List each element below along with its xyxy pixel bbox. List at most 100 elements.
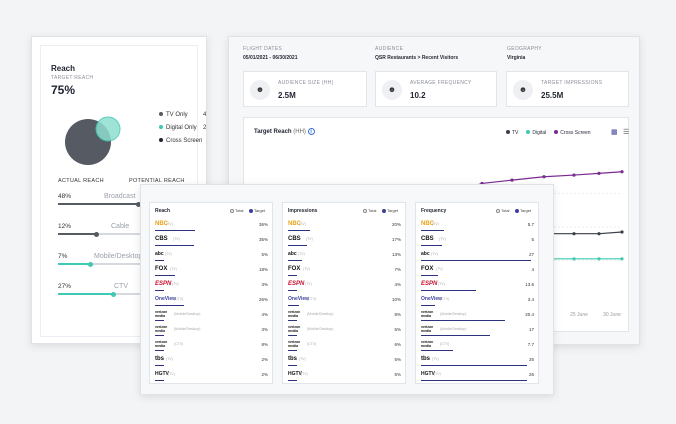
- chart-legend-item[interactable]: Cross Screen: [554, 130, 591, 136]
- table-row[interactable]: HGTV (TV) 2%: [150, 369, 274, 384]
- data-point[interactable]: [597, 171, 601, 175]
- table-row[interactable]: verizon media (Mobile/Desktop) 5%: [283, 324, 407, 339]
- bar-chart-icon[interactable]: ▦: [611, 129, 618, 136]
- table-row[interactable]: verizon media (CTV) 6%: [283, 339, 407, 354]
- table-row[interactable]: NBC (TV) 36%: [150, 219, 274, 234]
- data-point[interactable]: [620, 170, 624, 174]
- table-row[interactable]: verizon media (Mobile/Desktop) 4%: [150, 309, 274, 324]
- table-row[interactable]: CBS (TV) 35%: [150, 234, 274, 249]
- data-point[interactable]: [572, 257, 576, 261]
- table-row[interactable]: tbs (TV) 2%: [150, 354, 274, 369]
- table-row[interactable]: CBS (TV) 5: [416, 234, 540, 249]
- channel-reach-pct: 27%: [58, 283, 72, 290]
- metric-label: AUDIENCE SIZE (HH): [278, 80, 334, 86]
- table-row[interactable]: NBC (TV) 20%: [283, 219, 407, 234]
- network-logo: ESPN: [155, 281, 172, 287]
- people-icon: ☻: [250, 80, 270, 100]
- channel-reach-slider[interactable]: [58, 201, 174, 207]
- table-row[interactable]: abc (TV) 13%: [283, 249, 407, 264]
- radio-total[interactable]: Total: [363, 208, 376, 213]
- data-point[interactable]: [572, 173, 576, 177]
- network-logo: CBS: [155, 236, 168, 242]
- radio-total[interactable]: Total: [496, 208, 509, 213]
- slider-knob[interactable]: [88, 261, 94, 267]
- network-logo: verizon media: [155, 310, 168, 318]
- data-point[interactable]: [620, 230, 624, 234]
- table-row[interactable]: OneView (CTV) 3.4: [416, 294, 540, 309]
- channel-reach-slider[interactable]: [58, 261, 174, 267]
- row-bar: [155, 320, 164, 322]
- table-row[interactable]: FOX (TV) 7%: [283, 264, 407, 279]
- network-type: (TV): [305, 282, 312, 286]
- table-row[interactable]: abc (TV) 27: [416, 249, 540, 264]
- slider-knob[interactable]: [93, 231, 99, 237]
- slider-knob[interactable]: [135, 201, 141, 207]
- network-type: (TV): [439, 237, 446, 241]
- channel-reach-slider[interactable]: [58, 231, 174, 237]
- geography-label: GEOGRAPHY: [507, 46, 542, 52]
- x-tick-label: 25 June: [570, 312, 588, 318]
- channel-reach-slider[interactable]: [58, 291, 174, 297]
- network-logo: verizon media: [155, 325, 168, 333]
- table-row[interactable]: NBC (TV) 5.7: [416, 219, 540, 234]
- row-value: 26%: [258, 297, 268, 302]
- row-bar: [155, 365, 164, 367]
- row-value: 8%: [261, 342, 268, 347]
- legend-value: 23%: [202, 125, 207, 131]
- table-row[interactable]: verizon media (Mobile/Desktop) 3%: [150, 324, 274, 339]
- table-row[interactable]: verizon media (Mobile/Desktop) 8%: [283, 309, 407, 324]
- radio-total[interactable]: Total: [230, 208, 243, 213]
- info-icon[interactable]: i: [307, 128, 315, 135]
- row-value: 7.7: [527, 342, 534, 347]
- radio-target[interactable]: Target: [515, 208, 531, 213]
- radio-label: Target: [254, 208, 266, 213]
- table-row[interactable]: HGTV (TV) 5%: [283, 369, 407, 384]
- chart-legend: TV Digital Cross Screen: [506, 130, 591, 136]
- table-row[interactable]: abc (TV) 5%: [150, 249, 274, 264]
- row-bar: [288, 230, 310, 232]
- table-row[interactable]: HGTV (TV) 26: [416, 369, 540, 384]
- table-row[interactable]: OneView (CTV) 10%: [283, 294, 407, 309]
- table-row[interactable]: tbs (TV) 5%: [283, 354, 407, 369]
- network-type: (CTV): [174, 342, 184, 346]
- table-row[interactable]: FOX (TV) 18%: [150, 264, 274, 279]
- reach-legend-item: Cross Screen7%: [159, 138, 206, 144]
- radio-target[interactable]: Target: [382, 208, 398, 213]
- audience-label: AUDIENCE: [375, 46, 404, 52]
- row-value: 10%: [391, 297, 401, 302]
- row-value: 36%: [258, 222, 268, 227]
- table-row[interactable]: verizon media (Mobile/Desktop) 20.4: [416, 309, 540, 324]
- chart-legend-item[interactable]: Digital: [526, 130, 546, 136]
- table-row[interactable]: verizon media (CTV) 7.7: [416, 339, 540, 354]
- radio-target[interactable]: Target: [249, 208, 265, 213]
- network-type: (TV): [301, 372, 308, 376]
- target-reach-value: 75%: [51, 83, 76, 97]
- network-type: (CTV): [174, 297, 184, 301]
- data-point[interactable]: [572, 232, 576, 236]
- channel-reach-pct: 48%: [58, 193, 72, 200]
- data-point[interactable]: [542, 175, 546, 179]
- table-row[interactable]: tbs (TV) 26: [416, 354, 540, 369]
- table-row[interactable]: ESPN (TV) 3%: [150, 279, 274, 294]
- row-value: 5%: [261, 252, 268, 257]
- table-row[interactable]: verizon media (Mobile/Desktop) 17: [416, 324, 540, 339]
- table-row[interactable]: FOX (TV) 4: [416, 264, 540, 279]
- row-value: 5: [531, 237, 534, 242]
- legend-label: Digital Only: [166, 125, 197, 131]
- slider-knob[interactable]: [111, 291, 117, 297]
- row-bar: [421, 365, 527, 367]
- table-row[interactable]: CBS (TV) 17%: [283, 234, 407, 249]
- table-title: Reach: [155, 208, 171, 214]
- row-value: 26: [528, 357, 534, 362]
- table-row[interactable]: verizon media (CTV) 8%: [150, 339, 274, 354]
- table-row[interactable]: ESPN (TV) 13.6: [416, 279, 540, 294]
- network-logo: FOX: [421, 266, 434, 272]
- chart-legend-item[interactable]: TV: [506, 130, 518, 136]
- data-point[interactable]: [597, 232, 601, 236]
- data-point[interactable]: [510, 178, 514, 182]
- data-point[interactable]: [597, 257, 601, 261]
- table-row[interactable]: OneView (CTV) 26%: [150, 294, 274, 309]
- data-point[interactable]: [620, 257, 624, 261]
- table-view-icon[interactable]: ☰: [623, 129, 630, 136]
- table-row[interactable]: ESPN (TV) 4%: [283, 279, 407, 294]
